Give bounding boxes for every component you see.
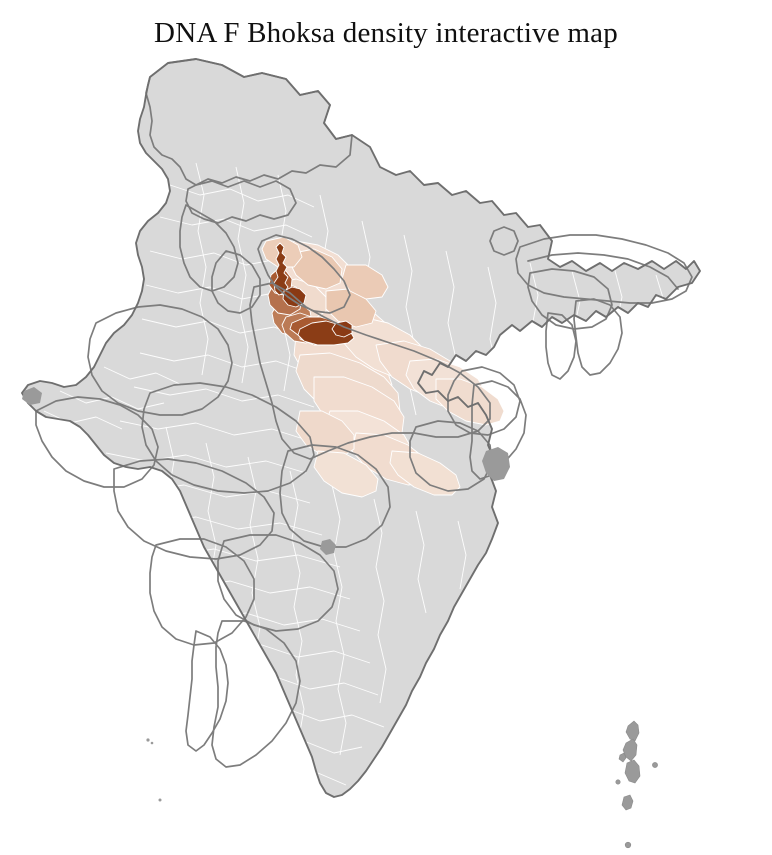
island-north-andaman (625, 720, 640, 742)
island-middle-andaman (622, 738, 638, 762)
district-up-low-12[interactable] (390, 451, 460, 495)
map-canvas[interactable] (0, 55, 772, 855)
island-south-andaman (624, 759, 641, 784)
island-dot-car-nicobar (624, 841, 632, 849)
lakshadweep-islands-group[interactable] (146, 738, 162, 802)
island-dot-lakshadweep-1 (146, 738, 150, 742)
island-dot-narcondam (652, 762, 658, 768)
island-baratang (618, 752, 627, 763)
patch-kutch-west (22, 387, 42, 405)
district-haridwar-tail[interactable] (332, 321, 352, 337)
country-outline-group (21, 58, 701, 798)
island-dot-lakshadweep-3 (158, 798, 162, 802)
state-borders-group (35, 58, 693, 768)
patch-bengal-delta (482, 447, 510, 481)
island-little-andaman (621, 794, 634, 811)
patch-se-coast (320, 539, 336, 555)
page-title: DNA F Bhoksa density interactive map (154, 17, 618, 49)
island-dot-lakshadweep-2 (150, 741, 154, 745)
india-choropleth-map[interactable] (0, 55, 772, 855)
district-up-low-14[interactable] (314, 451, 378, 497)
island-dot-barren (615, 779, 621, 785)
andaman-nicobar-islands-group[interactable] (615, 720, 660, 855)
district-rampur[interactable] (290, 249, 342, 289)
coastal-detail-group (22, 387, 510, 555)
